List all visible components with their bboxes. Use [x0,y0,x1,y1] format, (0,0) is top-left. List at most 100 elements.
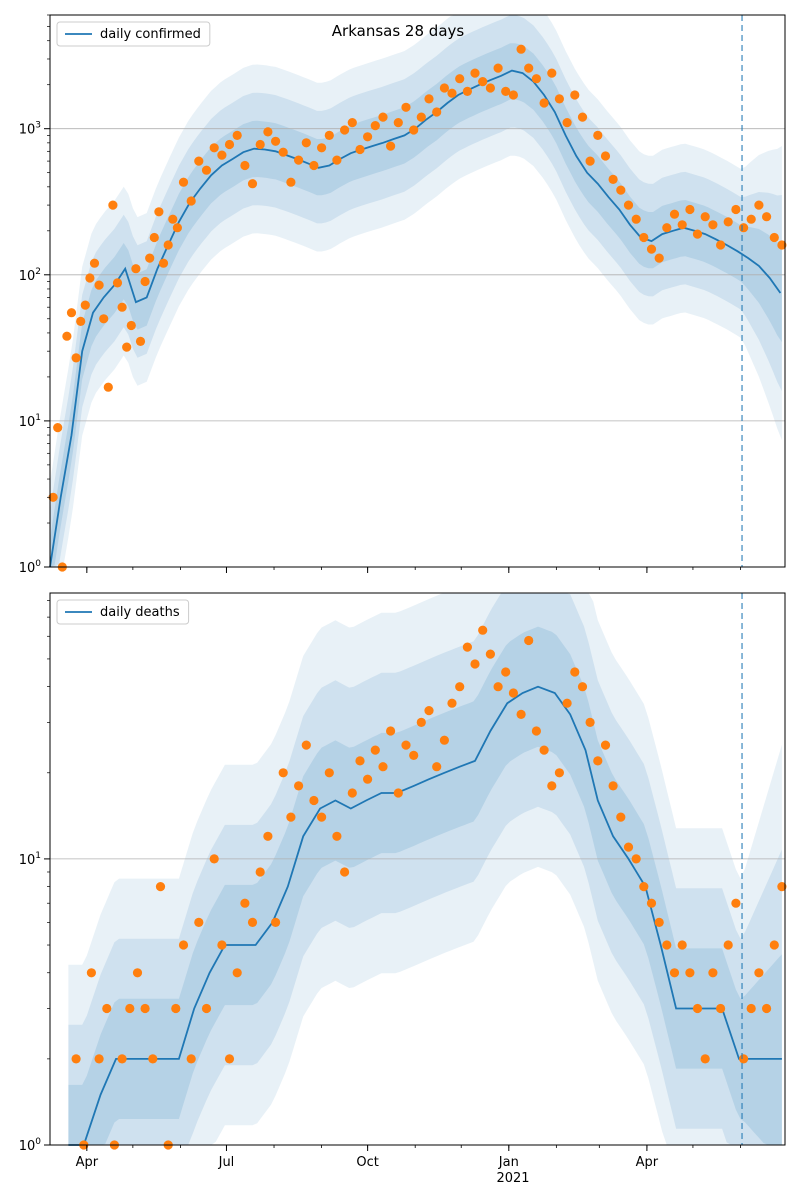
x-tick-label: Oct [356,1155,378,1170]
data-point [501,86,511,96]
data-point [145,253,155,263]
data-point [708,220,718,230]
data-point [355,756,365,766]
data-point [62,331,72,341]
data-point [135,336,146,346]
data-point [746,1003,756,1014]
deaths-line-layer [68,685,782,1146]
data-point [762,1003,772,1014]
data-point [516,709,526,720]
data-point [393,788,403,798]
data-point [762,212,772,222]
data-point [217,150,227,160]
data-point [470,659,480,669]
axes-frame [49,592,786,1146]
data-point [585,156,595,166]
deaths-axes-frame [49,592,786,1146]
data-point [386,726,396,736]
data-point [148,1054,158,1064]
data-point [493,682,503,692]
data-point [623,842,634,852]
data-point [85,273,95,283]
data-point [455,682,465,692]
confirmed-y-ticks: 100 101 102 103 [19,14,50,576]
data-point [324,130,334,140]
data-point [247,179,258,189]
data-point [102,1003,112,1014]
data-point [271,136,281,146]
data-point [301,740,311,750]
data-point [386,141,396,151]
confirmed-axes-frame [49,14,786,568]
data-point [508,90,518,100]
data-point [76,316,86,326]
data-point [194,156,204,166]
data-point [209,143,219,153]
data-point [240,160,250,171]
deaths-x-ticks: Apr Jul Oct Jan Apr [76,1145,741,1170]
data-point [99,314,109,324]
data-point [271,917,281,928]
data-point [708,968,718,978]
data-point [662,940,672,950]
y-tick-label: 100 [19,1137,42,1154]
data-point [577,682,588,692]
data-point [171,1003,181,1014]
data-point [163,240,173,250]
data-point [317,812,327,822]
data-point [731,898,741,908]
data-point [224,139,235,150]
uncertainty-band [68,593,782,1145]
uncertainty-band [50,15,782,567]
data-point [616,185,626,195]
data-point [149,232,159,243]
x-tick-label: Apr [76,1155,99,1170]
data-point [125,1003,135,1014]
confirmed-legend-label: daily confirmed [100,27,201,42]
data-point [677,220,687,230]
data-point [447,88,457,98]
data-point [692,229,703,239]
x-tick-label: Jan [498,1155,519,1170]
data-point [409,750,419,761]
deaths-points-layer [71,625,787,1150]
data-point [700,212,710,222]
data-point [777,882,787,892]
data-point [286,812,296,822]
data-point [126,320,136,331]
data-point [478,625,488,635]
data-point [562,118,572,128]
y-tick-label: 103 [19,121,41,138]
data-point [363,132,373,142]
data-point [48,492,58,502]
data-point [439,735,449,745]
data-point [585,717,595,728]
data-point [80,300,90,310]
data-point [263,831,273,841]
y-tick-label: 101 [19,413,41,430]
data-point [739,1054,749,1064]
data-point [654,917,664,928]
data-point [562,698,572,708]
data-point [378,762,388,772]
data-point [108,200,118,210]
data-point [623,200,634,210]
data-point [340,125,350,135]
data-point [232,130,242,140]
data-point [669,968,680,978]
data-point [455,74,465,84]
data-point [370,745,380,755]
data-point [424,706,434,716]
data-point [140,1003,150,1014]
data-point [416,112,426,122]
data-point [224,1054,235,1064]
data-point [103,382,113,392]
data-point [685,968,695,978]
data-point [593,130,603,140]
data-point [86,968,96,978]
data-point [754,200,764,210]
data-point [616,812,626,822]
data-point [531,74,542,84]
data-point [570,667,580,677]
uncertainty-band [50,15,782,567]
